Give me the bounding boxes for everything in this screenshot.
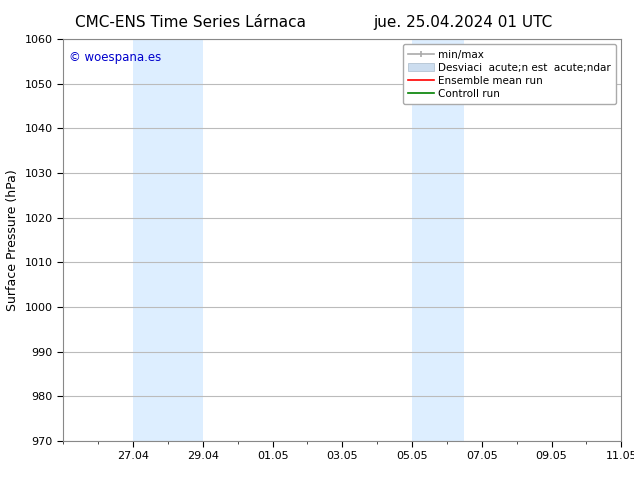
Legend: min/max, Desviaci  acute;n est  acute;ndar, Ensemble mean run, Controll run: min/max, Desviaci acute;n est acute;ndar… [403, 45, 616, 104]
Y-axis label: Surface Pressure (hPa): Surface Pressure (hPa) [6, 169, 19, 311]
Text: © woespana.es: © woespana.es [69, 51, 161, 64]
Bar [412, 39, 464, 441]
Bar [133, 39, 203, 441]
Text: CMC-ENS Time Series Lárnaca: CMC-ENS Time Series Lárnaca [75, 15, 306, 30]
Text: jue. 25.04.2024 01 UTC: jue. 25.04.2024 01 UTC [373, 15, 552, 30]
